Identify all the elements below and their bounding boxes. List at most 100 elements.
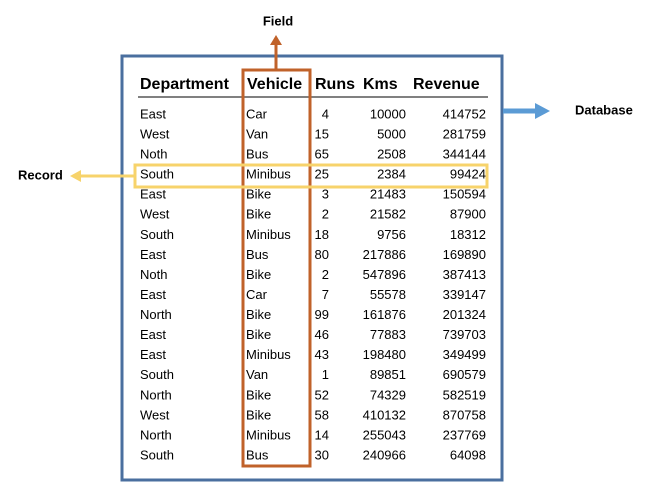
table-cell: 80	[315, 247, 329, 262]
table-cell: Bus	[246, 247, 269, 262]
table-cell: Bus	[246, 447, 269, 462]
table-cell: 52	[315, 387, 329, 402]
table-cell: 240966	[363, 447, 406, 462]
table-cell: 161876	[363, 307, 406, 322]
table-cell: 7	[322, 287, 329, 302]
field-arrowhead	[270, 35, 282, 45]
table-cell: North	[140, 427, 172, 442]
table-cell: Bike	[246, 387, 271, 402]
table-cell: 281759	[443, 126, 486, 141]
table-cell: 150594	[443, 187, 486, 202]
table-cell: Bike	[246, 307, 271, 322]
table-cell: 10000	[370, 106, 406, 121]
table-cell: Minibus	[246, 167, 291, 182]
field-label: Field	[263, 13, 293, 28]
table-cell: Car	[246, 106, 268, 121]
table-cell: Bus	[246, 147, 269, 162]
table-cell: 99424	[450, 167, 486, 182]
table-cell: Bike	[246, 267, 271, 282]
table-cell: 3	[322, 187, 329, 202]
table-cell: 74329	[370, 387, 406, 402]
table-cell: West	[140, 126, 170, 141]
table-cell: 77883	[370, 327, 406, 342]
table-cell: 5000	[377, 126, 406, 141]
table-cell: 2384	[377, 167, 406, 182]
table-cell: East	[140, 327, 166, 342]
table-cell: North	[140, 307, 172, 322]
column-header: Revenue	[413, 76, 480, 93]
table-cell: 65	[315, 147, 329, 162]
table-cell: 2	[322, 267, 329, 282]
table-cell: 1	[322, 367, 329, 382]
table-cell: 414752	[443, 106, 486, 121]
table-cell: 21582	[370, 207, 406, 222]
table-cell: East	[140, 187, 166, 202]
table-cell: 55578	[370, 287, 406, 302]
table-cell: Minibus	[246, 427, 291, 442]
table-cell: 15	[315, 126, 329, 141]
table-cell: East	[140, 106, 166, 121]
table-cell: 89851	[370, 367, 406, 382]
table-cell: 99	[315, 307, 329, 322]
table-cell: 2	[322, 207, 329, 222]
table-cell: 690579	[443, 367, 486, 382]
database-box	[120, 54, 504, 482]
table-cell: 870758	[443, 407, 486, 422]
table-cell: 64098	[450, 447, 486, 462]
table-cell: 4	[322, 106, 329, 121]
table-cell: 14	[315, 427, 329, 442]
table-cell: 217886	[363, 247, 406, 262]
table-cell: South	[140, 367, 174, 382]
column-header: Kms	[363, 76, 398, 93]
table-cell: 87900	[450, 207, 486, 222]
table-cell: 255043	[363, 427, 406, 442]
table-cell: 25	[315, 167, 329, 182]
table-cell: 339147	[443, 287, 486, 302]
table-cell: 18312	[450, 227, 486, 242]
table-cell: 387413	[443, 267, 486, 282]
table-cell: 46	[315, 327, 329, 342]
table-cell: Bike	[246, 207, 271, 222]
column-header: Department	[140, 76, 230, 93]
table-cell: Minibus	[246, 347, 291, 362]
table-cell: 2508	[377, 147, 406, 162]
table-cell: Bike	[246, 407, 271, 422]
table-cell: North	[140, 387, 172, 402]
table-cell: 18	[315, 227, 329, 242]
table-cell: Bike	[246, 327, 271, 342]
table-cell: 582519	[443, 387, 486, 402]
table-cell: West	[140, 207, 170, 222]
table-cell: East	[140, 287, 166, 302]
table-cell: West	[140, 407, 170, 422]
database-arrowhead	[535, 103, 550, 119]
table-cell: 21483	[370, 187, 406, 202]
table-cell: 344144	[443, 147, 486, 162]
record-label: Record	[18, 167, 63, 182]
table-cell: 58	[315, 407, 329, 422]
table-cell: Van	[246, 367, 268, 382]
table-cell: Noth	[140, 267, 167, 282]
record-arrowhead	[70, 170, 81, 182]
table-cell: 43	[315, 347, 329, 362]
table-cell: 410132	[363, 407, 406, 422]
table-cell: South	[140, 167, 174, 182]
table-cell: Noth	[140, 147, 167, 162]
table-cell: Bike	[246, 187, 271, 202]
table-cell: 739703	[443, 327, 486, 342]
table-cell: 201324	[443, 307, 486, 322]
table-cell: South	[140, 447, 174, 462]
table-cell: 198480	[363, 347, 406, 362]
table-cell: 547896	[363, 267, 406, 282]
column-header: Runs	[315, 76, 355, 93]
table-cell: East	[140, 247, 166, 262]
table-cell: 349499	[443, 347, 486, 362]
table-cell: 169890	[443, 247, 486, 262]
table-cell: East	[140, 347, 166, 362]
table-cell: 30	[315, 447, 329, 462]
column-header: Vehicle	[247, 76, 302, 93]
database-label: Database	[575, 102, 633, 117]
table-cell: South	[140, 227, 174, 242]
